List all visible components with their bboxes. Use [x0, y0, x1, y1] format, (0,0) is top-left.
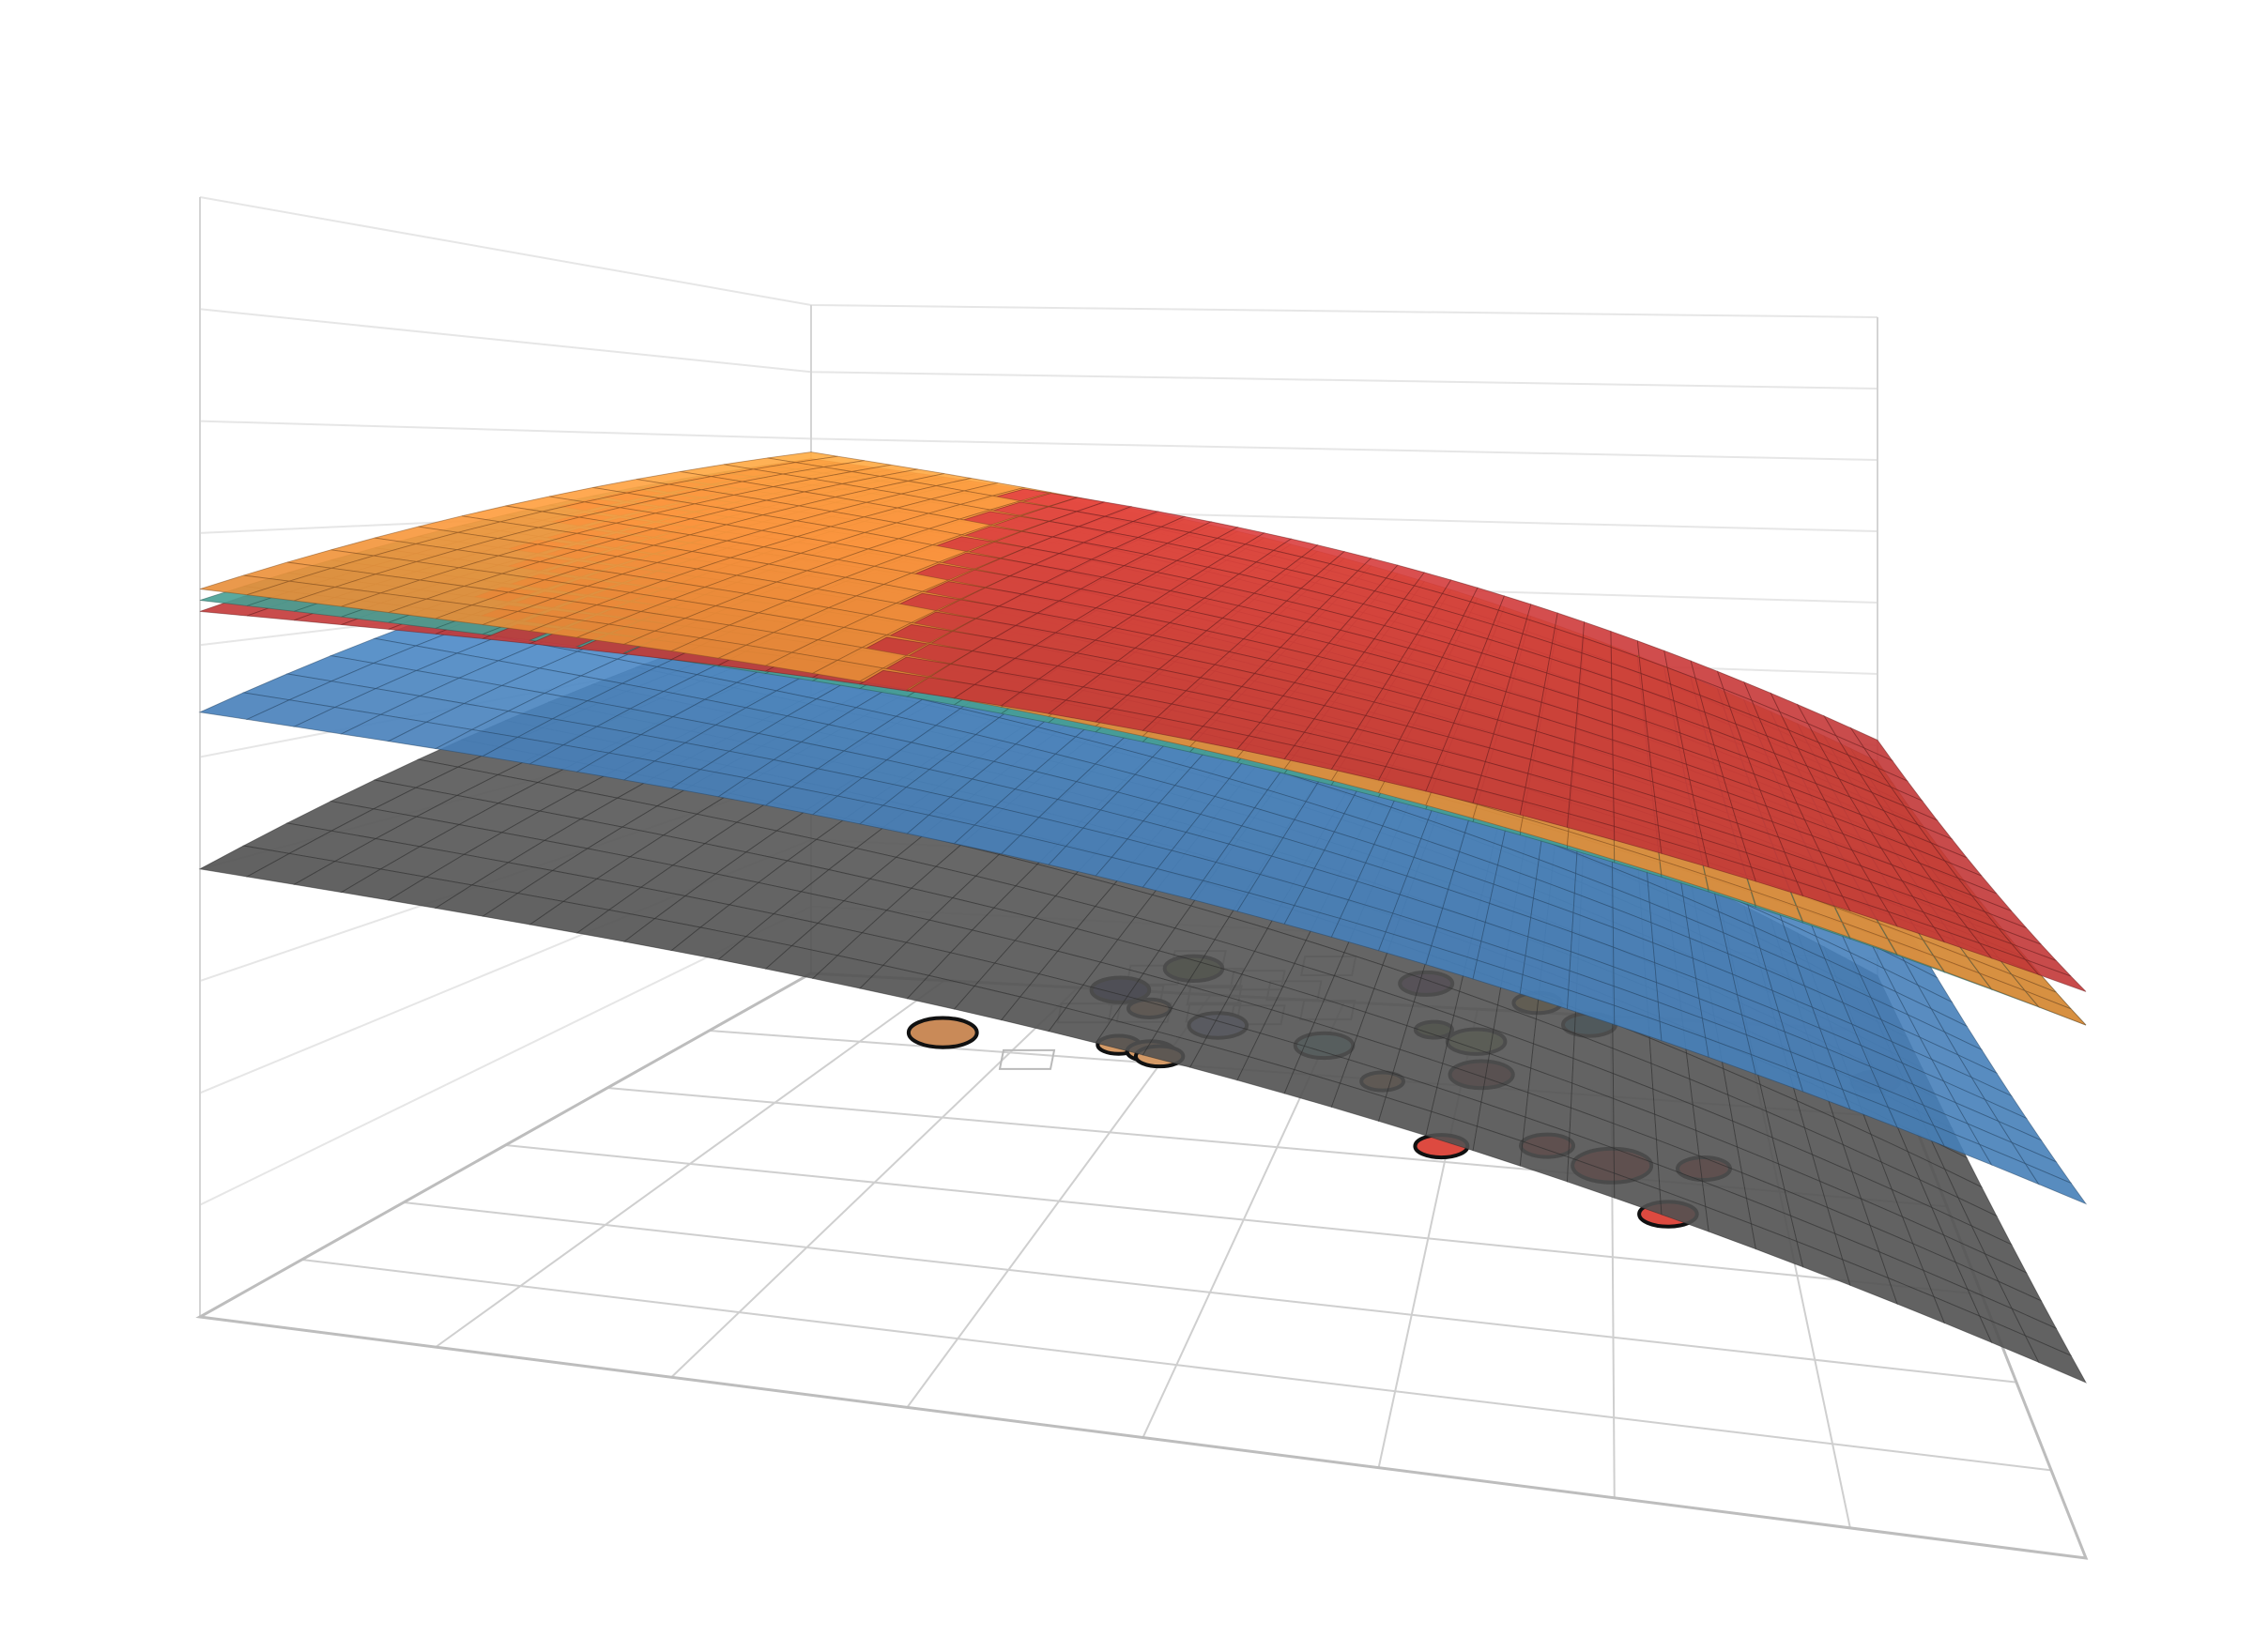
floor-gridline [505, 1144, 1983, 1295]
floor-gridline [403, 1201, 2017, 1384]
wall-gridline [199, 420, 1878, 461]
surface-cell [2025, 990, 2087, 1026]
surface-cell [2025, 958, 2087, 992]
wall-gridline [199, 196, 1878, 318]
surface-cell [2024, 1162, 2088, 1205]
floor-gridline [301, 1259, 2052, 1472]
surface-cell [2024, 1335, 2088, 1384]
wall-gridline [199, 308, 1878, 390]
floor-point [906, 1016, 979, 1049]
floor-square-marker [998, 1048, 1056, 1070]
surfaces-layer [198, 451, 2088, 1384]
